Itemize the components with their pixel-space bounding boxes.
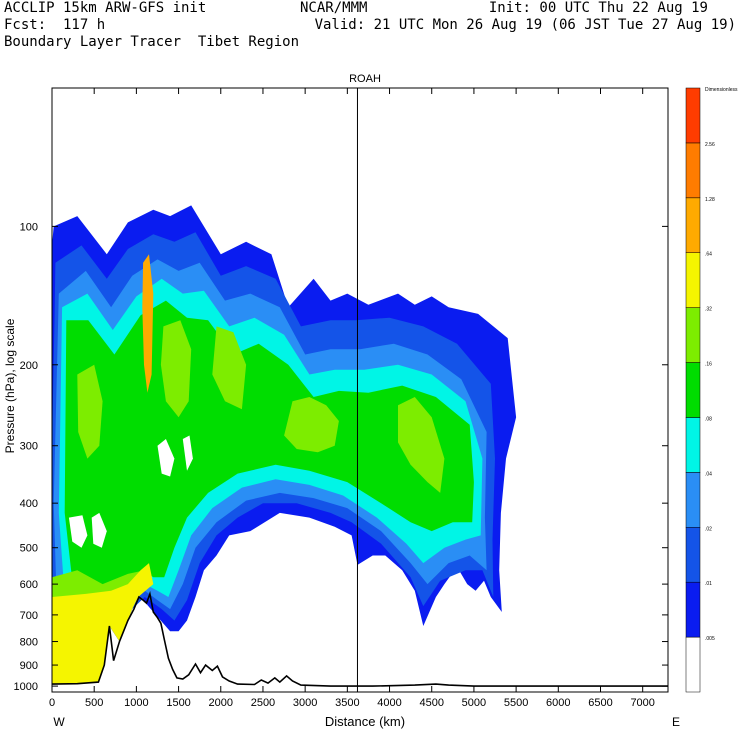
contour-cutout-1 [91,512,107,548]
colorbar-swatch-3 [685,472,701,528]
y-tick-label-7: 800 [20,637,38,649]
contour-cutout-2 [68,515,88,548]
colorbar-label-9: 2.56 [705,142,715,148]
x-tick-label-13: 6500 [588,697,612,709]
axes: 0 500 1000 1500 2000 2500 3000 3500 4000 4500 5000… [14,87,669,709]
x-tick-label-9: 4500 [419,697,443,709]
terrain-line [52,590,668,687]
colorbar-label-0: .005 [705,636,715,642]
colorbar-label-4: .08 [705,416,712,422]
contour-band-8 [212,326,247,410]
contour-band-11 [52,563,154,685]
y-tick-label-1: 200 [20,360,38,372]
x-tick-label-5: 2500 [251,697,275,709]
y-tick-label-6: 700 [20,610,38,622]
colorbar-swatch-1 [685,581,701,638]
y-tick-label-5: 600 [20,579,38,591]
colorbar-swatch-8 [685,197,701,253]
colorbar-swatch-2 [685,527,701,583]
header-line1-left: ACCLIP 15km ARW-GFS init [4,0,207,16]
x-tick-label-14: 7000 [630,697,654,709]
colorbar-swatch-5 [685,362,701,418]
contour-band-6 [398,397,445,493]
contour-group [52,88,668,692]
header-line3-left: Boundary Layer Tracer Tibet Region [4,34,300,50]
colorbar-label-6: .32 [705,307,712,313]
y-tick-label-3: 400 [20,498,38,510]
x-tick-label-7: 3500 [335,697,359,709]
contour-band-12 [142,254,154,393]
y-tick-label-2: 300 [20,441,38,453]
contour-band-9 [77,364,103,459]
x-tick-label-3: 1500 [166,697,190,709]
colorbar-swatch-7 [685,252,701,308]
header-line1-center: NCAR/MMM [300,0,368,16]
header-line2-left: Fcst: 117 h [4,17,106,33]
colorbar-label-10: Dimensionless [705,87,738,93]
x-tick-label-11: 5500 [504,697,528,709]
contour-cutout-3 [182,435,193,471]
x-tick-label-2: 1000 [124,697,148,709]
colorbar-swatch-10 [685,87,701,144]
x-tick-label-12: 6000 [546,697,570,709]
colorbar: .005 .01 .02 .04 .08 .16 .32 .64 1.28 2.56 Dimensi… [685,87,738,693]
east-end-label: E [672,715,680,729]
y-axis-label: Pressure (hPa), log scale [3,318,17,453]
plot-area [52,88,668,692]
y-tick-label-4: 500 [20,543,38,555]
colorbar-label-3: .04 [705,471,712,477]
x-tick-label-0: 0 [49,697,55,709]
colorbar-label-1: .01 [705,581,712,587]
x-tick-label-4: 2000 [209,697,233,709]
west-end-label: W [53,715,65,729]
chart-title: ROAH [349,73,381,85]
x-tick-label-6: 3000 [293,697,317,709]
colorbar-label-8: 1.28 [705,197,715,203]
colorbar-swatch-9 [685,142,701,199]
y-tick-label-0: 100 [20,221,38,233]
header-line1-right: Init: 00 UTC Thu 22 Aug 19 [488,0,708,16]
header-line2-right: Valid: 21 UTC Mon 26 Aug 19 (06 JST Tue … [314,17,736,33]
x-axis-label: Distance (km) [325,714,405,729]
contour-band-5 [284,397,339,453]
x-tick-label-10: 5000 [462,697,486,709]
y-tick-label-8: 900 [20,660,38,672]
plot-frame [51,87,669,693]
y-tick-label-9: 1000 [14,681,38,693]
colorbar-swatch-6 [685,307,701,363]
colorbar-label-2: .02 [705,526,712,532]
colorbar-swatch-4 [685,417,701,473]
contour-cutout-0 [157,439,175,477]
colorbar-label-5: .16 [705,362,712,368]
colorbar-label-7: .64 [705,252,712,258]
x-tick-label-1: 500 [85,697,103,709]
colorbar-swatch-0 [685,636,701,693]
x-tick-label-8: 4000 [377,697,401,709]
contour-band-7 [160,320,192,418]
